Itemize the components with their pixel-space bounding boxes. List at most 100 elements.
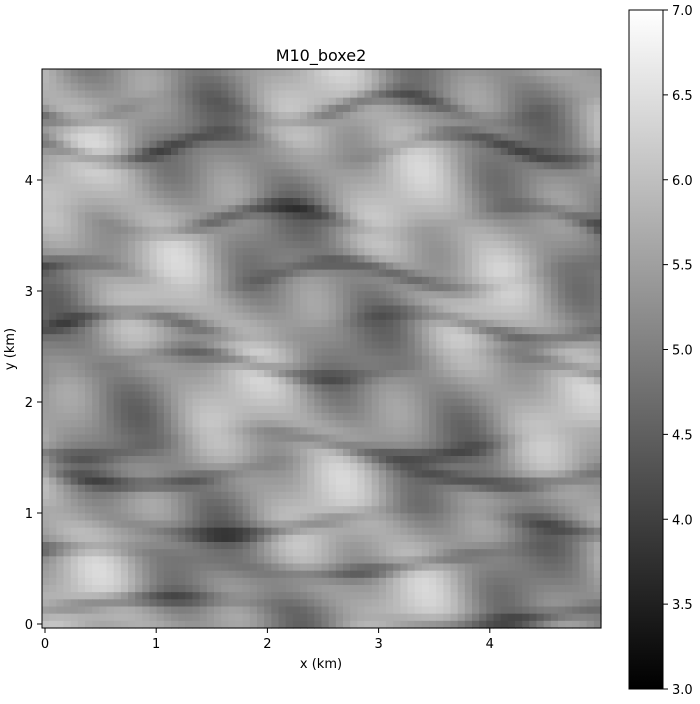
heatmap-cell [529, 456, 538, 464]
heatmap-cell [56, 327, 65, 335]
heatmap-cell [271, 405, 280, 414]
heatmap-cell [307, 377, 315, 385]
heatmap-cell [536, 176, 545, 185]
heatmap-cell [156, 319, 165, 328]
heatmap-cell [436, 463, 444, 471]
heatmap-cell [113, 441, 122, 450]
heatmap-cell [543, 112, 552, 120]
heatmap-cell [235, 126, 244, 135]
heatmap-cell [221, 262, 229, 271]
heatmap-cell [300, 520, 308, 529]
heatmap-cell [450, 520, 459, 529]
heatmap-cell [529, 341, 538, 350]
heatmap-cell [414, 97, 423, 106]
heatmap-cell [436, 176, 444, 185]
heatmap-cell [92, 133, 100, 142]
heatmap-cell [500, 341, 509, 350]
heatmap-cell [70, 305, 79, 314]
heatmap-cell [278, 319, 287, 328]
heatmap-cell [228, 513, 237, 522]
heatmap-cell [113, 456, 122, 464]
heatmap-cell [156, 484, 165, 493]
heatmap-cell [92, 312, 100, 321]
heatmap-cell [106, 334, 115, 342]
heatmap-cell [421, 470, 430, 479]
heatmap-cell [457, 427, 466, 436]
heatmap-cell [486, 83, 495, 92]
heatmap-cell [371, 147, 380, 156]
heatmap-cell [429, 205, 437, 213]
heatmap-cell [70, 83, 79, 92]
heatmap-cell [85, 169, 93, 178]
heatmap-cell [264, 119, 272, 127]
heatmap-cell [257, 391, 265, 400]
heatmap-cell [163, 176, 172, 185]
heatmap-cell [149, 119, 158, 127]
heatmap-cell [77, 384, 86, 393]
heatmap-cell [235, 90, 244, 99]
heatmap-cell [271, 334, 280, 342]
heatmap-cell [77, 76, 86, 84]
heatmap-cell [357, 341, 366, 350]
heatmap-cell [357, 362, 366, 371]
heatmap-cell [63, 491, 72, 500]
heatmap-cell [242, 183, 251, 192]
heatmap-cell [386, 427, 394, 436]
heatmap-cell [443, 205, 452, 213]
heatmap-cell [106, 176, 115, 185]
heatmap-cell [156, 520, 165, 529]
heatmap-cell [42, 226, 50, 235]
heatmap-cell [228, 470, 237, 479]
heatmap-cell [278, 169, 287, 178]
heatmap-cell [192, 76, 201, 84]
heatmap-cell [364, 470, 373, 479]
heatmap-cell [572, 377, 581, 385]
heatmap-cell [221, 76, 229, 84]
heatmap-cell [185, 470, 194, 479]
heatmap-cell [522, 198, 530, 206]
heatmap-cell [335, 405, 344, 414]
heatmap-cell [156, 348, 165, 357]
heatmap-cell [321, 499, 330, 507]
heatmap-cell [135, 405, 143, 414]
heatmap-cell [221, 319, 229, 328]
heatmap-cell [42, 90, 50, 99]
heatmap-cell [214, 391, 222, 400]
heatmap-cell [572, 448, 581, 457]
heatmap-cell [357, 434, 366, 443]
heatmap-cell [77, 90, 86, 99]
heatmap-cell [278, 97, 287, 106]
heatmap-cell [343, 513, 351, 522]
heatmap-cell [56, 427, 65, 436]
heatmap-cell [565, 112, 573, 120]
heatmap-cell [63, 226, 72, 235]
heatmap-cell [515, 463, 523, 471]
heatmap-cell [500, 104, 509, 113]
heatmap-cell [393, 499, 401, 507]
heatmap-cell [421, 276, 430, 285]
heatmap-cell [278, 219, 287, 228]
heatmap-cell [292, 312, 301, 321]
heatmap-cell [314, 327, 323, 335]
heatmap-cell [77, 463, 86, 471]
heatmap-cell [393, 219, 401, 228]
heatmap-cell [479, 255, 487, 264]
heatmap-cell [257, 506, 265, 514]
heatmap-cell [493, 76, 502, 84]
heatmap-cell [49, 312, 57, 321]
heatmap-cell [278, 298, 287, 307]
heatmap-cell [149, 470, 158, 479]
heatmap-cell [507, 312, 516, 321]
heatmap-cell [472, 334, 480, 342]
heatmap-cell [429, 90, 437, 99]
heatmap-cell [192, 190, 201, 199]
heatmap-cell [70, 140, 79, 149]
heatmap-cell [586, 420, 595, 428]
heatmap-cell [386, 312, 394, 321]
heatmap-cell [421, 90, 430, 99]
heatmap-cell [414, 305, 423, 314]
heatmap-cell [271, 362, 280, 371]
heatmap-cell [543, 90, 552, 99]
heatmap-cell [500, 391, 509, 400]
heatmap-cell [314, 491, 323, 500]
